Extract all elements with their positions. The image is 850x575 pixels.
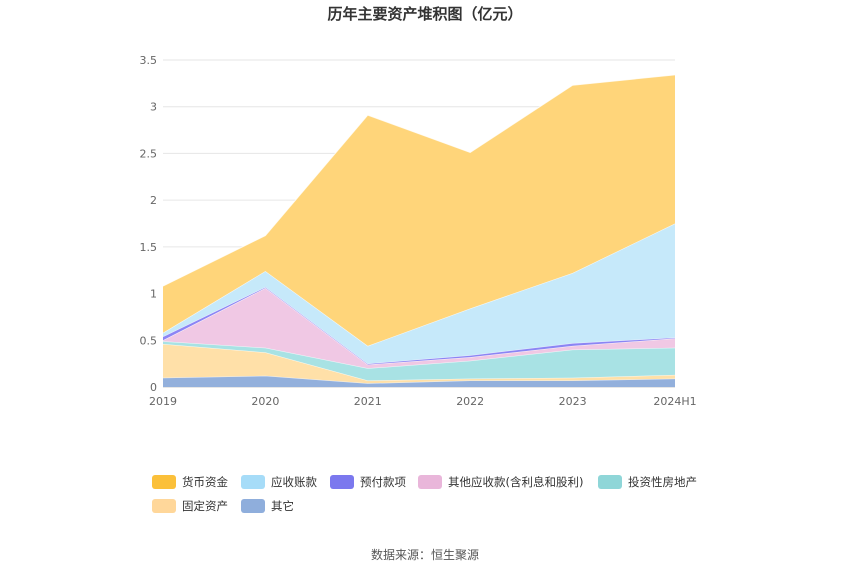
x-tick-label: 2023 [559, 395, 587, 408]
legend-label: 投资性房地产 [628, 475, 697, 489]
area-其它 [163, 375, 675, 387]
legend-swatch [418, 475, 442, 489]
area-其他应收款(含利息和股利) [163, 288, 675, 369]
plot-area [162, 74, 676, 387]
y-tick-label: 2 [150, 194, 157, 207]
legend-item[interactable]: 应收账款 [241, 475, 317, 489]
x-tick-label: 2020 [251, 395, 279, 408]
legend-item[interactable]: 预付款项 [330, 475, 406, 489]
legend-label: 其他应收款(含利息和股利) [448, 475, 583, 489]
legend-item[interactable]: 货币资金 [152, 475, 228, 489]
legend-swatch [241, 499, 265, 513]
x-axis: 2019 2020 2021 2022 2023 2024H1 [149, 395, 697, 408]
area-货币资金 [163, 74, 675, 346]
y-tick-label: 1.5 [140, 241, 158, 254]
y-tick-label: 0.5 [140, 334, 158, 347]
y-tick-label: 3.5 [140, 54, 158, 67]
legend-item[interactable]: 固定资产 [152, 499, 228, 513]
legend-swatch [241, 475, 265, 489]
legend-swatch [330, 475, 354, 489]
y-tick-label: 1 [150, 288, 157, 301]
legend-label: 固定资产 [182, 499, 228, 513]
legend-label: 应收账款 [271, 475, 317, 489]
x-tick-label: 2022 [456, 395, 484, 408]
legend-swatch [152, 475, 176, 489]
legend-swatch [152, 499, 176, 513]
legend-item[interactable]: 其他应收款(含利息和股利) [418, 475, 583, 489]
x-tick-label: 2021 [354, 395, 382, 408]
legend-label: 其它 [271, 499, 294, 513]
chart-title: 历年主要资产堆积图（亿元） [327, 5, 522, 23]
legend-item[interactable]: 投资性房地产 [598, 475, 697, 489]
source-note: 数据来源：恒生聚源 [371, 547, 479, 562]
legend-swatch [598, 475, 622, 489]
legend-item[interactable]: 其它 [241, 499, 294, 513]
x-tick-label: 2024H1 [653, 395, 696, 408]
y-tick-label: 3 [150, 101, 157, 114]
area-应收账款 [163, 223, 675, 364]
y-axis: 0 0.5 1 1.5 2 2.5 3 3.5 [140, 54, 158, 394]
y-tick-label: 0 [150, 381, 157, 394]
area-edge [162, 74, 676, 287]
x-tick-label: 2019 [149, 395, 177, 408]
area-投资性房地产 [163, 341, 675, 381]
y-tick-label: 2.5 [140, 147, 158, 160]
area-固定资产 [163, 344, 675, 384]
legend-label: 预付款项 [360, 475, 406, 489]
legend-label: 货币资金 [182, 475, 228, 489]
